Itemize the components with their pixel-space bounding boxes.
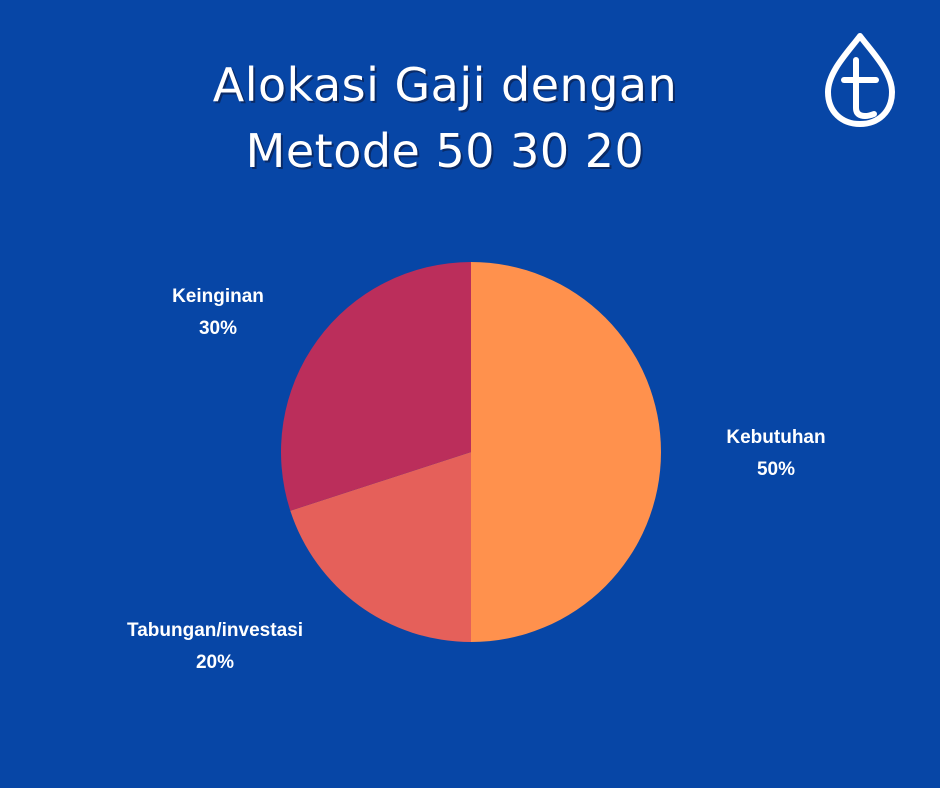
pie-label-name: Tabungan/investasi: [127, 620, 303, 641]
pie-label-kebutuhan: Kebutuhan 50%: [726, 422, 825, 486]
leaf-t-logo-icon: [825, 33, 895, 127]
pie-label-tabungan-investasi: Tabungan/investasi 20%: [127, 615, 303, 679]
pie-label-value: 30%: [198, 318, 238, 339]
pie-label-value: 50%: [756, 459, 796, 480]
pie-slice-kebutuhan: [471, 262, 661, 642]
pie-label-name: Keinginan: [172, 286, 264, 307]
pie-label-name: Kebutuhan: [726, 427, 826, 448]
chart-title-line-1: Alokasi Gaji dengan: [212, 58, 678, 112]
pie-label-value: 20%: [195, 652, 235, 673]
pie-slice-keinginan: [280, 261, 471, 511]
pie-label-keinginan: Keinginan 30%: [172, 281, 264, 345]
chart-title-line-2: Metode 50 30 20: [245, 124, 645, 178]
pie-slice-tabungan-investasi: [290, 452, 471, 642]
chart-title: Alokasi Gaji dengan Metode 50 30 20: [0, 52, 890, 184]
